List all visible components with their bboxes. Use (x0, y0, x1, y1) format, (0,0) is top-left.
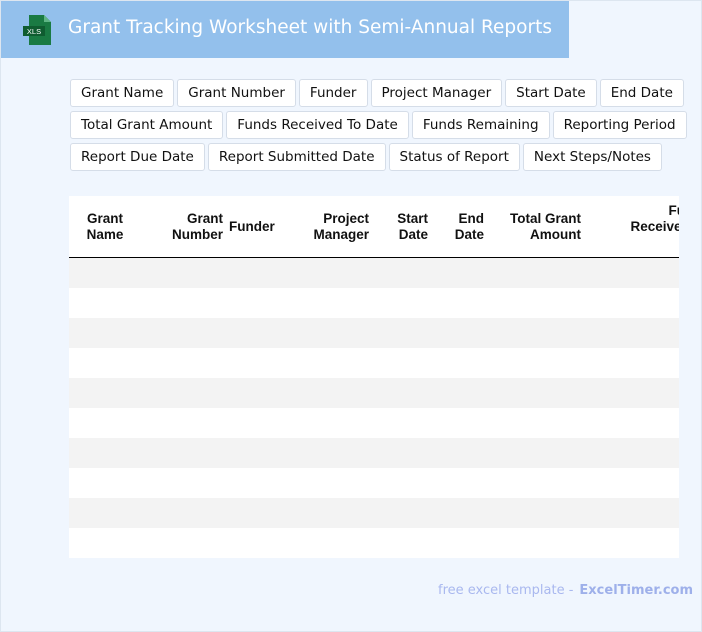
footer-brand-link[interactable]: ExcelTimer.com (579, 583, 694, 598)
column-header: Grant Number (141, 196, 223, 257)
column-header-line: Funder (229, 218, 275, 234)
column-header-line: Manager (313, 226, 369, 242)
column-header-line: Received To (630, 218, 679, 234)
column-header: Start Date (376, 196, 428, 257)
grant-table: Grant Name Grant Number Funder Project Manager… (69, 196, 679, 558)
field-chip[interactable]: Grant Name (70, 79, 175, 107)
table-row[interactable] (69, 468, 679, 498)
column-header-line: Amount (530, 226, 581, 242)
field-chip-list: Grant Name Grant Number Funder Project Mana… (70, 79, 690, 171)
table-row[interactable] (69, 408, 679, 438)
column-header-line: Grant (186, 210, 223, 226)
column-header-line: Funds (668, 202, 680, 218)
table-row[interactable] (69, 528, 679, 558)
table-row[interactable] (69, 498, 679, 528)
field-chip[interactable]: End Date (599, 79, 684, 107)
column-header-line: Project (323, 210, 369, 226)
field-chip[interactable]: Funds Received To Date (226, 111, 409, 139)
field-chip[interactable]: Status of Report (388, 143, 520, 171)
field-chip[interactable]: Total Grant Amount (70, 111, 224, 139)
table-row[interactable] (69, 378, 679, 408)
column-header-line: Grant (86, 210, 123, 226)
footer-credit: free excel template - ExcelTimer.com (438, 583, 693, 598)
field-chip[interactable]: Project Manager (370, 79, 503, 107)
field-chip[interactable]: Start Date (505, 79, 597, 107)
column-header: End Date (434, 196, 484, 257)
column-header-line: Date (454, 226, 484, 242)
column-header-line: Date (630, 235, 679, 251)
column-header-line: Start (397, 210, 428, 226)
table-row[interactable] (69, 438, 679, 468)
field-chip[interactable]: Next Steps/Notes (522, 143, 662, 171)
footer-text: free excel template - (438, 583, 574, 598)
table-header: Grant Name Grant Number Funder Project Manager… (69, 196, 679, 258)
field-chip[interactable]: Report Due Date (70, 143, 205, 171)
excel-file-icon: XLS (23, 15, 51, 45)
column-header: Funder (229, 196, 289, 257)
svg-text:XLS: XLS (27, 27, 41, 36)
column-header: Total Grant Amount (489, 196, 581, 257)
column-header-line: Name (86, 226, 124, 242)
title-banner: XLS Grant Tracking Worksheet with Semi-A… (1, 1, 569, 58)
page-title: Grant Tracking Worksheet with Semi-Annua… (68, 17, 552, 38)
table-row[interactable] (69, 288, 679, 318)
field-chip[interactable]: Funds Remaining (411, 111, 550, 139)
column-header: Project Manager (286, 196, 369, 257)
table-row[interactable] (69, 348, 679, 378)
field-chip[interactable]: Grant Number (177, 79, 296, 107)
column-header-line: End (458, 210, 485, 226)
column-header-line: Date (398, 226, 428, 242)
column-header-line: Total Grant (509, 210, 581, 226)
table-row[interactable] (69, 318, 679, 348)
field-chip[interactable]: Reporting Period (552, 111, 687, 139)
table-row[interactable] (69, 258, 679, 288)
column-header: Grant Name (69, 196, 141, 257)
field-chip[interactable]: Funder (298, 79, 368, 107)
column-header-line: Number (171, 226, 223, 242)
table-body (69, 258, 679, 558)
field-chip[interactable]: Report Submitted Date (207, 143, 386, 171)
